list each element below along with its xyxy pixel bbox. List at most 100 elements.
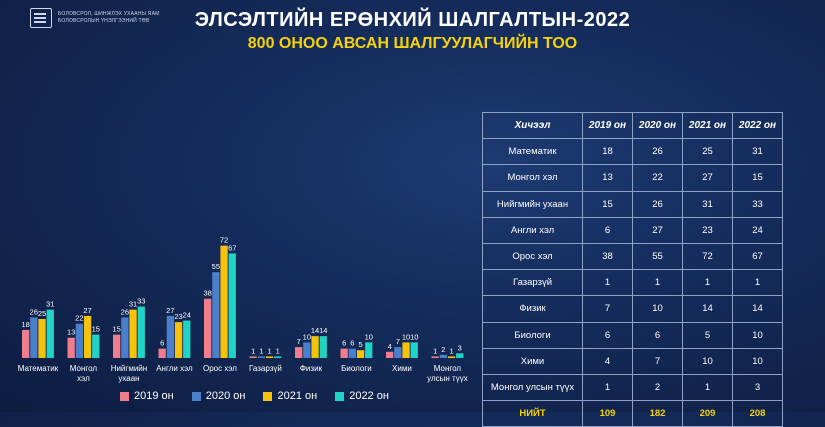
table-row: Орос хэл 38 55 72 67 <box>482 242 783 271</box>
bar-2019-1 <box>67 337 75 358</box>
bar-value-label: 24 <box>183 311 191 320</box>
data-table: Хичээл 2019 он 2020 он 2021 он 2022 он Матем… <box>482 111 783 427</box>
bar-value-label: 13 <box>67 328 75 337</box>
bar-value-label: 25 <box>38 309 46 318</box>
category-tick-label: Биологи <box>341 364 372 373</box>
bar-2020-6 <box>303 342 311 358</box>
table-header-cell: 2019 он <box>582 111 633 140</box>
logo-line-2: БОЛОВСРОЛЫН ҮНЭЛГЭЭНИЙ ТӨВ <box>58 18 150 24</box>
logo-text: БОЛОВСРОЛ, ШИНЖЛЭХ УХААНЫ ЯАМ БОЛОВСРОЛЫ… <box>58 11 159 25</box>
table-row: Монгол улсын түүх 1 2 1 3 <box>482 373 783 402</box>
bar-value-label: 10 <box>410 332 418 341</box>
bar-2021-8 <box>402 342 410 358</box>
bar-value-label: 1 <box>449 346 453 355</box>
bar-value-label: 15 <box>112 325 120 334</box>
bar-2021-5 <box>265 356 274 358</box>
bar-2022-3 <box>183 320 191 358</box>
table-cell: 7 <box>582 295 633 323</box>
bar-value-label: 31 <box>46 300 54 309</box>
bar-2019-2 <box>113 334 121 358</box>
bar-2021-6 <box>311 336 319 358</box>
category-tick-label: Хими <box>392 364 412 373</box>
category-tick-label: Физик <box>300 364 323 373</box>
table-header-cell: 2020 он <box>632 111 683 140</box>
bar-2022-5 <box>274 356 282 358</box>
table-cell: 33 <box>732 190 783 218</box>
bar-value-label: 14 <box>319 326 327 335</box>
table-total-cell: 182 <box>632 400 683 427</box>
bar-2022-6 <box>319 336 327 358</box>
legend-swatch <box>120 391 129 401</box>
table-cell: 15 <box>582 190 633 218</box>
table-cell: 1 <box>682 269 733 297</box>
category-tick-label: Англи хэл <box>156 364 193 373</box>
bar-value-label: 4 <box>388 342 392 351</box>
table-cell: 13 <box>582 164 633 192</box>
bar-2021-9 <box>447 356 456 358</box>
bar-value-label: 1 <box>251 346 255 355</box>
table-cell: 26 <box>632 190 683 218</box>
bar-2022-1 <box>92 334 100 358</box>
table-cell: 1 <box>582 373 633 402</box>
table-cell: 2 <box>632 373 683 402</box>
table-row: Газарзүй 1 1 1 1 <box>482 269 783 297</box>
bar-2019-5 <box>249 356 257 358</box>
page-title: ЭЛСЭЛТИЙН ЕРӨНХИЙ ШАЛГАЛТЫН-2022 <box>194 9 631 31</box>
table-cell: Монгол улсын түүх <box>482 373 583 402</box>
legend-item-2020: 2020 он <box>191 390 245 402</box>
table-row: Монгол хэл 13 22 27 15 <box>482 164 783 192</box>
bar-2022-7 <box>365 342 373 358</box>
legend-swatch <box>263 391 273 401</box>
logo: БОЛОВСРОЛ, ШИНЖЛЭХ УХААНЫ ЯАМ БОЛОВСРОЛЫ… <box>30 8 159 28</box>
bar-value-label: 55 <box>212 262 220 271</box>
bar-value-label: 22 <box>75 314 83 323</box>
bar-2022-2 <box>137 306 145 358</box>
bar-2022-4 <box>228 253 236 358</box>
table-header-row: Хичээл 2019 он 2020 он 2021 он 2022 он <box>482 111 783 140</box>
table-cell: 5 <box>682 321 733 349</box>
table-cell: 31 <box>732 138 783 166</box>
bar-value-label: 72 <box>220 236 228 245</box>
table-cell: 1 <box>732 269 783 297</box>
table-row: Физик 7 10 14 14 <box>482 295 783 323</box>
table-cell: Орос хэл <box>482 242 583 271</box>
bar-value-label: 15 <box>92 325 100 334</box>
bar-value-label: 1 <box>276 346 280 355</box>
bar-2022-9 <box>456 353 464 358</box>
table-row: Математик 18 26 25 31 <box>482 138 783 166</box>
legend-item-2019: 2019 он <box>120 390 174 402</box>
legend-label: 2021 он <box>277 390 318 402</box>
bar-value-label: 7 <box>396 337 400 346</box>
table-cell: 6 <box>582 321 633 349</box>
table-cell: 38 <box>582 242 633 271</box>
table-cell: 26 <box>632 138 683 166</box>
table-cell: 10 <box>732 347 783 375</box>
bar-2021-3 <box>174 322 183 358</box>
table-row: Англи хэл 6 27 23 24 <box>482 216 783 244</box>
bar-2022-0 <box>46 309 54 358</box>
category-tick-label: Монгол <box>70 364 98 373</box>
table-cell: 23 <box>682 216 733 244</box>
bar-value-label: 31 <box>129 300 137 309</box>
legend-label: 2022 он <box>349 390 389 402</box>
legend-swatch <box>191 391 201 401</box>
table-cell: 10 <box>682 347 733 375</box>
table-cell: 6 <box>632 321 683 349</box>
table-cell: 24 <box>732 216 783 244</box>
table-cell: 6 <box>582 216 633 244</box>
table-cell: 55 <box>632 242 683 271</box>
bar-2022-8 <box>410 342 418 358</box>
bar-value-label: 7 <box>297 337 301 346</box>
table-cell: 1 <box>632 269 683 297</box>
table-cell: 31 <box>682 190 733 218</box>
table-total-cell: 109 <box>582 400 633 427</box>
legend-item-2022: 2022 он <box>335 390 389 402</box>
bar-value-label: 27 <box>166 306 174 315</box>
category-tick-label: ухаан <box>118 374 139 383</box>
bar-value-label: 1 <box>259 346 263 355</box>
bar-2020-2 <box>121 317 129 358</box>
bar-2019-3 <box>158 348 166 358</box>
table-cell: 7 <box>632 347 683 375</box>
table-header-cell: 2022 он <box>732 111 783 140</box>
